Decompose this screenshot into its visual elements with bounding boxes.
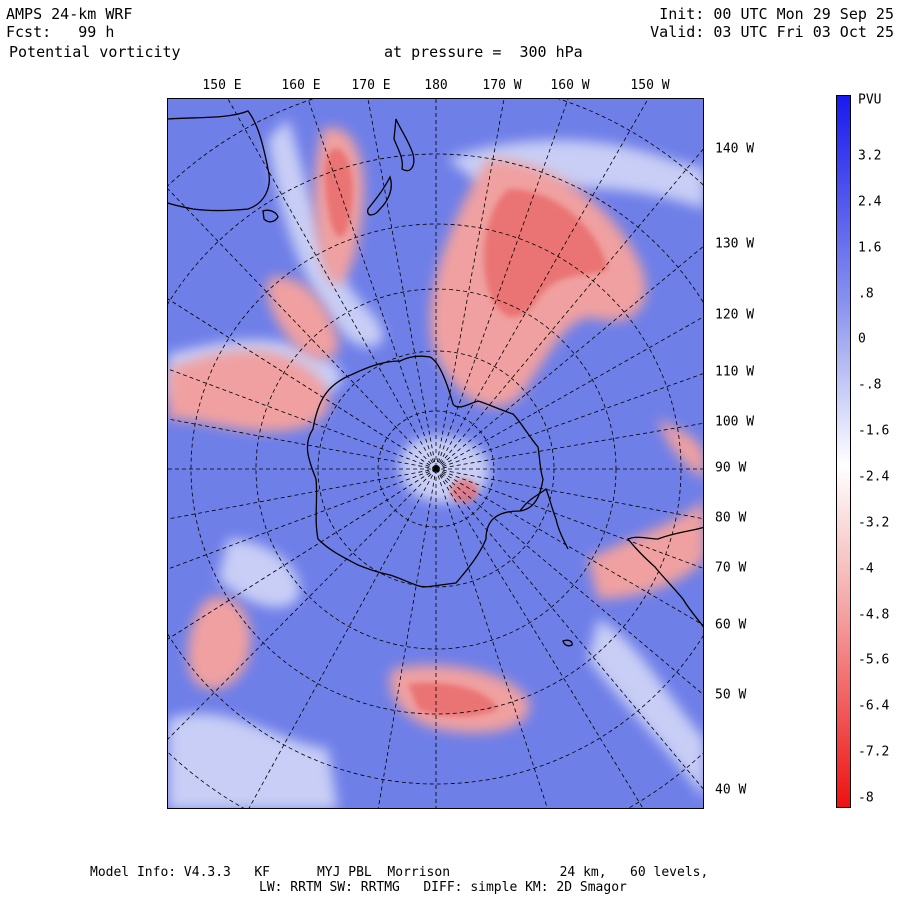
pressure-value: 300 hPa [519, 43, 583, 61]
model-info-line1: Model Info: V4.3.3 KF MYJ PBL Morrison 2… [90, 865, 709, 880]
colorbar-tick: -8 [858, 790, 874, 806]
valid-time: Valid: 03 UTC Fri 03 Oct 25 [650, 23, 894, 41]
meridian [435, 316, 703, 470]
pressure-label: at pressure = [384, 43, 502, 61]
new-zealand-north [393, 118, 415, 172]
init-time: Init: 00 UTC Mon 29 Sep 25 [659, 5, 894, 23]
lon-label-top: 160 W [550, 78, 590, 93]
lon-label-right: 40 W [715, 782, 747, 798]
meridian [168, 468, 437, 640]
antarctica-coast [306, 355, 544, 588]
lon-label-right: 70 W [715, 560, 747, 576]
meridian [435, 246, 703, 470]
colorbar-tick: -4 [858, 561, 874, 577]
pv-core-regions [324, 148, 608, 717]
meridian [435, 468, 703, 520]
pv-field-svg [168, 99, 703, 808]
antarctic-peninsula [519, 487, 569, 550]
lon-label-right: 120 W [715, 307, 755, 323]
colorbar-tick: 1.6 [858, 240, 882, 256]
colorbar-tick: .8 [858, 286, 874, 302]
colorbar-tick: -5.6 [858, 652, 890, 668]
meridian [435, 468, 703, 626]
meridian [168, 468, 437, 520]
colorbar-unit: PVU [858, 92, 882, 108]
colorbar-tick: -6.4 [858, 698, 890, 714]
meridian [168, 188, 437, 470]
meridian [377, 468, 437, 808]
colorbar-tick: 3.2 [858, 148, 882, 164]
pv-map [167, 98, 704, 809]
model-info-line2: LW: RRTM SW: RRTMG DIFF: simple KM: 2D S… [259, 880, 627, 895]
coastlines [168, 110, 703, 647]
falkland-islands [562, 639, 573, 647]
meridian [435, 373, 703, 470]
south-america-coast [626, 526, 703, 628]
colorbar-tick: -4.8 [858, 607, 890, 623]
meridian [435, 468, 703, 695]
lat-lon-grid [168, 99, 703, 808]
colorbar-tick: -1.6 [858, 423, 890, 439]
colorbar-tick: -7.2 [858, 744, 890, 760]
colorbar-tick: -3.2 [858, 515, 890, 531]
lon-label-right: 110 W [715, 364, 755, 380]
lon-label-top: 170 W [482, 78, 522, 93]
lon-label-top: 150 E [202, 78, 242, 93]
lon-label-top: 180 [424, 78, 448, 93]
lon-label-right: 90 W [715, 460, 747, 476]
meridian [435, 468, 703, 569]
colorbar-tick: 0 [858, 331, 866, 347]
lon-label-right: 50 W [715, 687, 747, 703]
lon-label-top: 160 E [281, 78, 321, 93]
new-zealand-south [367, 175, 392, 216]
meridian [168, 468, 437, 570]
colorbar-tick: -.8 [858, 377, 882, 393]
colorbar-tick: -2.4 [858, 469, 890, 485]
colorbar-tick: 2.4 [858, 194, 882, 210]
meridian [168, 368, 437, 470]
forecast-hours: 99 h [78, 23, 115, 41]
meridian [435, 468, 644, 808]
meridian [168, 418, 437, 470]
lon-label-right: 60 W [715, 617, 747, 633]
field-name: Potential vorticity [9, 43, 181, 61]
meridian [307, 99, 437, 470]
meridian [227, 99, 437, 470]
australia-coast [168, 110, 270, 212]
lon-label-top: 170 E [351, 78, 391, 93]
meridian [248, 468, 437, 808]
lon-label-right: 140 W [715, 141, 755, 157]
forecast-label: Fcst: [6, 23, 52, 41]
tasmania [262, 209, 279, 223]
lon-label-top: 150 W [630, 78, 670, 93]
lon-label-right: 80 W [715, 510, 747, 526]
meridian [168, 298, 437, 470]
lon-label-right: 130 W [715, 236, 755, 252]
meridian [435, 468, 548, 808]
pv-colorbar [836, 95, 851, 808]
model-title: AMPS 24-km WRF [6, 5, 133, 23]
lon-label-right: 100 W [715, 414, 755, 430]
meridian [168, 468, 437, 740]
meridian [435, 422, 703, 470]
pressure-line: at pressure = 300 hPa [384, 44, 583, 60]
meridian [435, 99, 649, 470]
forecast-line: Fcst: 99 h [6, 24, 114, 40]
